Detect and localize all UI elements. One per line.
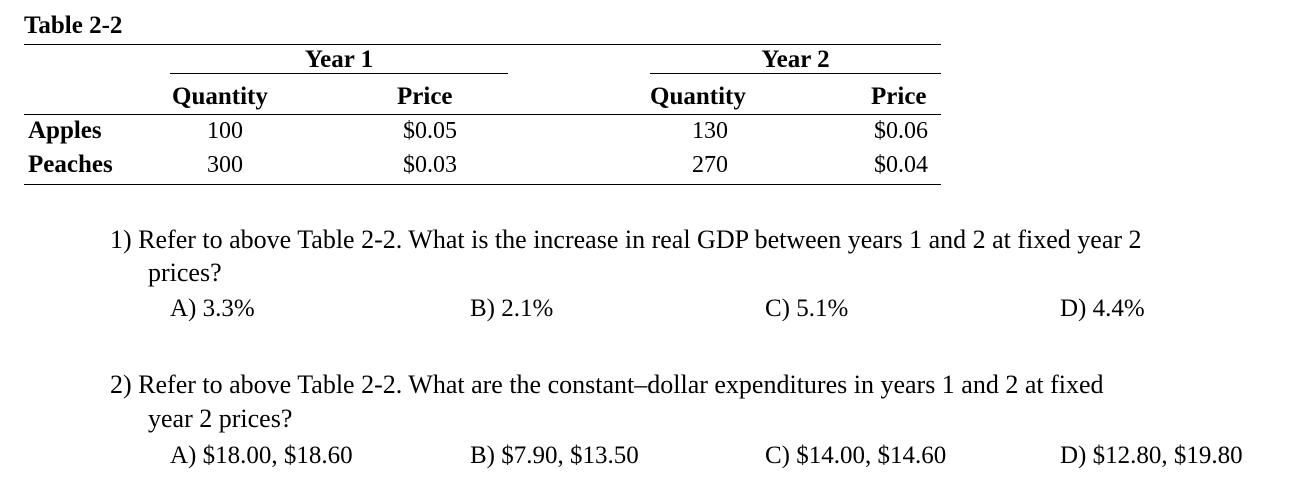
table-cell: $0.03 <box>403 152 457 178</box>
year1-rule <box>170 73 508 74</box>
question-2-choice-b[interactable]: B) $7.90, $13.50 <box>470 442 639 469</box>
row-label-apples: Apples <box>28 117 102 144</box>
question-2-text-line1: 2) Refer to above Table 2-2. What are th… <box>110 370 1104 399</box>
question-1-choice-c[interactable]: C) 5.1% <box>765 295 849 322</box>
table-bottom-rule <box>24 184 941 185</box>
question-2-choice-a[interactable]: A) $18.00, $18.60 <box>170 442 353 469</box>
year2-rule <box>650 73 941 74</box>
col-header-year2-quantity: Quantity <box>650 83 746 110</box>
question-2-choice-d[interactable]: D) $12.80, $19.80 <box>1060 442 1243 469</box>
table-top-rule <box>24 44 941 45</box>
year1-label: Year 1 <box>304 46 374 73</box>
table-title: Table 2-2 <box>24 12 123 39</box>
table-cell: 300 <box>207 152 243 178</box>
table-cell: 270 <box>692 152 728 178</box>
table-cell: 130 <box>692 118 728 144</box>
question-1-choice-d[interactable]: D) 4.4% <box>1060 295 1145 322</box>
year2-label: Year 2 <box>761 46 830 73</box>
question-1-choice-a[interactable]: A) 3.3% <box>170 295 255 322</box>
question-2-choice-c[interactable]: C) $14.00, $14.60 <box>765 442 947 469</box>
question-1-text-line2: prices? <box>148 258 222 287</box>
table-cell: $0.06 <box>874 118 928 144</box>
question-1-choice-b[interactable]: B) 2.1% <box>470 295 554 322</box>
table-cell: 100 <box>207 118 243 144</box>
header-rule <box>24 114 941 115</box>
col-header-year1-quantity: Quantity <box>172 83 268 110</box>
question-1-text-line1: 1) Refer to above Table 2-2. What is the… <box>110 225 1142 254</box>
col-header-year2-price: Price <box>871 83 927 110</box>
table-cell: $0.04 <box>874 152 928 178</box>
row-label-peaches: Peaches <box>28 151 113 178</box>
col-header-year1-price: Price <box>397 83 453 110</box>
table-cell: $0.05 <box>403 118 457 144</box>
question-2-text-line2: year 2 prices? <box>148 404 293 433</box>
